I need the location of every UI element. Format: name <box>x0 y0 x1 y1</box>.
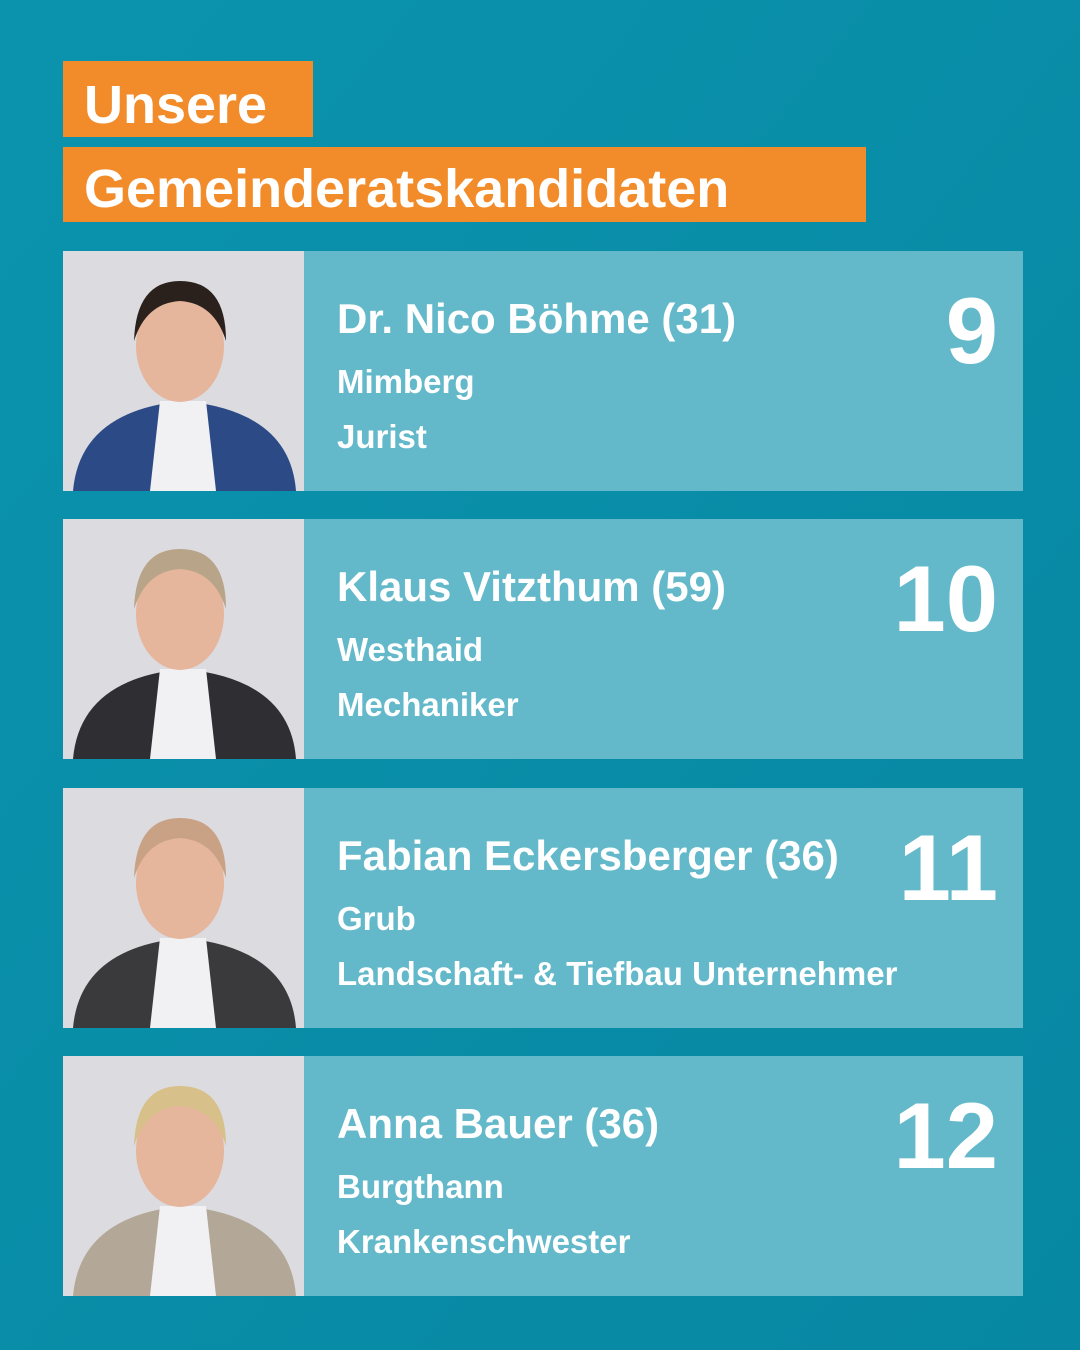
candidate-name: Anna Bauer (36) <box>337 1100 659 1147</box>
title-box <box>63 147 866 222</box>
candidate-job: Krankenschwester <box>337 1223 631 1260</box>
photo-shirt <box>150 669 216 759</box>
list-number: 9 <box>946 278 998 383</box>
candidate-place: Grub <box>337 900 416 937</box>
photo-head <box>136 1095 224 1207</box>
photo-hair <box>134 281 226 341</box>
candidate-place: Burgthann <box>337 1168 504 1205</box>
candidate-job: Landschaft- & Tiefbau Unternehmer <box>337 955 898 992</box>
photo-head <box>136 290 224 402</box>
candidate-job: Jurist <box>337 418 427 455</box>
card-panel <box>304 1056 1023 1296</box>
candidate-job: Mechaniker <box>337 686 519 723</box>
list-number: 12 <box>893 1083 998 1188</box>
candidate-card: Klaus Vitzthum (59) Westhaid Mechaniker 10 <box>63 519 1023 759</box>
candidate-name: Klaus Vitzthum (59) <box>337 563 726 610</box>
photo-head <box>136 558 224 670</box>
title-line: Unsere <box>84 75 267 135</box>
list-number: 11 <box>899 815 998 920</box>
card-panel <box>304 251 1023 491</box>
card-panel <box>304 519 1023 759</box>
candidate-card: Fabian Eckersberger (36) Grub Landschaft- … <box>63 788 1023 1028</box>
photo-head <box>136 827 224 939</box>
title-line: Gemeinderatskandidaten <box>84 159 729 219</box>
photo-shirt <box>150 938 216 1028</box>
photo-hair <box>134 549 226 609</box>
candidate-card: Dr. Nico Böhme (31) Mimberg Jurist 9 <box>63 251 1023 491</box>
photo-hair <box>134 818 226 878</box>
candidate-name: Fabian Eckersberger (36) <box>337 832 839 879</box>
photo-hair <box>134 1086 226 1146</box>
title-box <box>63 61 313 137</box>
candidate-place: Westhaid <box>337 631 483 668</box>
photo-shirt <box>150 401 216 491</box>
candidate-place: Mimberg <box>337 363 475 400</box>
photo-shirt <box>150 1206 216 1296</box>
candidate-name: Dr. Nico Böhme (31) <box>337 295 736 342</box>
card-panel <box>304 788 1023 1028</box>
candidate-card: Anna Bauer (36) Burgthann Krankenschwester… <box>63 1056 1023 1296</box>
list-number: 10 <box>893 546 998 651</box>
